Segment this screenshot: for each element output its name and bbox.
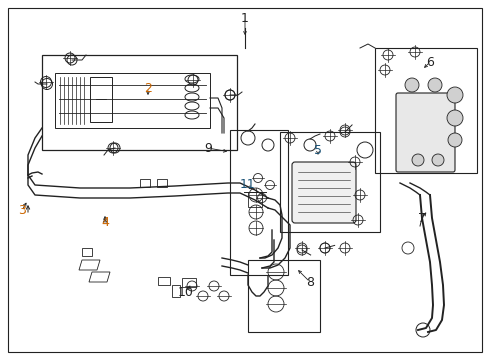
Bar xyxy=(248,260,320,332)
Text: 9: 9 xyxy=(204,141,212,154)
Bar xyxy=(375,48,477,173)
Text: 11: 11 xyxy=(240,179,256,192)
Bar xyxy=(248,192,262,207)
Circle shape xyxy=(405,78,419,92)
Bar xyxy=(55,73,210,128)
Bar xyxy=(182,278,196,287)
FancyBboxPatch shape xyxy=(396,93,455,172)
Text: 4: 4 xyxy=(101,216,109,229)
Text: 8: 8 xyxy=(306,275,314,288)
Text: 5: 5 xyxy=(314,144,322,157)
Bar xyxy=(230,130,288,275)
FancyBboxPatch shape xyxy=(292,162,356,223)
Text: 10: 10 xyxy=(178,285,194,298)
Bar xyxy=(140,179,150,187)
Circle shape xyxy=(412,154,424,166)
Bar xyxy=(158,277,170,285)
Bar xyxy=(280,132,380,232)
Bar xyxy=(42,55,237,150)
Text: 1: 1 xyxy=(241,12,249,24)
Text: 6: 6 xyxy=(426,55,434,68)
Bar xyxy=(157,179,167,187)
Bar xyxy=(90,77,112,122)
Text: 3: 3 xyxy=(18,203,26,216)
Circle shape xyxy=(447,87,463,103)
Bar xyxy=(82,248,92,256)
Circle shape xyxy=(448,133,462,147)
Bar xyxy=(172,285,180,297)
Circle shape xyxy=(432,154,444,166)
Circle shape xyxy=(428,78,442,92)
Circle shape xyxy=(447,110,463,126)
Text: 2: 2 xyxy=(144,81,152,94)
Text: 7: 7 xyxy=(418,211,426,225)
